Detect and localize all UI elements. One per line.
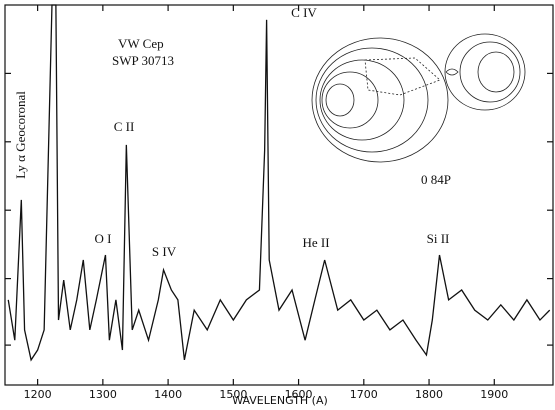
- x-tick-label: 1300: [89, 388, 117, 401]
- annotation: Ly α Geocoronal: [13, 91, 28, 179]
- annotation: C II: [114, 119, 135, 134]
- annotation: C IV: [291, 5, 317, 20]
- x-tick-label: 1400: [154, 388, 182, 401]
- x-tick-label: 1200: [24, 388, 52, 401]
- annotation: O I: [95, 231, 112, 246]
- annotation: He II: [302, 235, 329, 250]
- binary-star-diagram: [311, 33, 526, 163]
- annotation: SWP 30713: [112, 53, 174, 68]
- annotation: 0 84P: [421, 172, 451, 187]
- spectrum-line: [7, 4, 551, 362]
- x-tick-label: 1900: [480, 388, 508, 401]
- x-tick-label: 1500: [219, 388, 247, 401]
- annotation: VW Cep: [118, 36, 164, 51]
- annotation: S IV: [152, 244, 177, 259]
- x-tick-label: 1800: [415, 388, 443, 401]
- x-tick-label: 1600: [285, 388, 313, 401]
- plot-frame: [4, 4, 554, 386]
- x-tick-label: 1700: [350, 388, 378, 401]
- annotation: Si II: [427, 231, 450, 246]
- x-axis-label: WAVELENGTH (A): [232, 394, 328, 407]
